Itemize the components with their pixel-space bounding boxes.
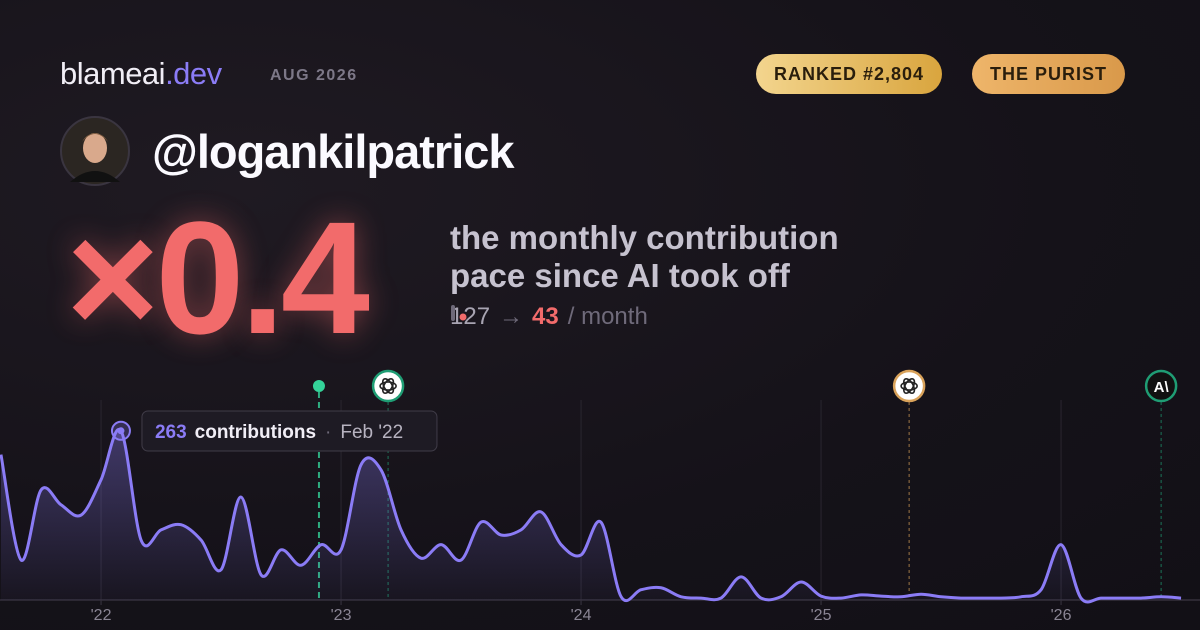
- event-logo: [900, 381, 918, 391]
- after-value: 43: [532, 303, 559, 330]
- x-tick-label: '26: [1051, 607, 1072, 624]
- arrow: →: [499, 303, 524, 330]
- caption-line: the monthly contribution: [450, 219, 839, 256]
- brand-suffix: .dev: [165, 56, 222, 91]
- brand-name: blameai: [60, 56, 166, 91]
- highlight-dot: [117, 427, 125, 435]
- caption-line: pace since AI took off: [450, 257, 790, 294]
- before-value: 127: [450, 303, 491, 330]
- event-badge: [1144, 369, 1178, 403]
- stats-icon: [451, 305, 467, 321]
- rank-badge: RANKED #2,804: [756, 54, 943, 94]
- line: [0, 427, 1182, 604]
- event-badge: [371, 369, 405, 403]
- event-badge: [892, 369, 926, 403]
- event-logo: [381, 377, 395, 395]
- date: AUG 2026: [270, 67, 358, 84]
- type-badge: THE PURIST: [972, 54, 1126, 94]
- tooltip-value: 263: [155, 422, 187, 443]
- unit: / month: [567, 303, 648, 330]
- brand: blameai.dev: [60, 56, 222, 92]
- tooltip-separator: ·: [325, 422, 331, 443]
- event-logo: A\: [1154, 379, 1170, 396]
- avatar: [60, 116, 130, 186]
- x-tick-label: '23: [331, 607, 352, 624]
- line-area: [0, 429, 1182, 603]
- x-tick-label: '25: [811, 607, 832, 624]
- tooltip-date: Feb '22: [340, 422, 403, 443]
- multiplier: ×0.4: [66, 188, 370, 367]
- event-logo: [379, 381, 397, 391]
- x-tick-label: '24: [571, 607, 592, 624]
- stats: 127 → 43 / month: [450, 303, 648, 331]
- handle: @logankilpatrick: [152, 125, 515, 178]
- event-dot: [312, 380, 325, 392]
- event-logo: [381, 377, 395, 395]
- event-logo: [903, 377, 916, 395]
- x-tick-label: '22: [91, 607, 112, 624]
- event-logo: [903, 377, 916, 395]
- tooltip-box: [141, 410, 438, 452]
- tooltip-label: contributions: [195, 422, 316, 443]
- tooltip-text: 263 contributions · Feb '22: [155, 422, 403, 443]
